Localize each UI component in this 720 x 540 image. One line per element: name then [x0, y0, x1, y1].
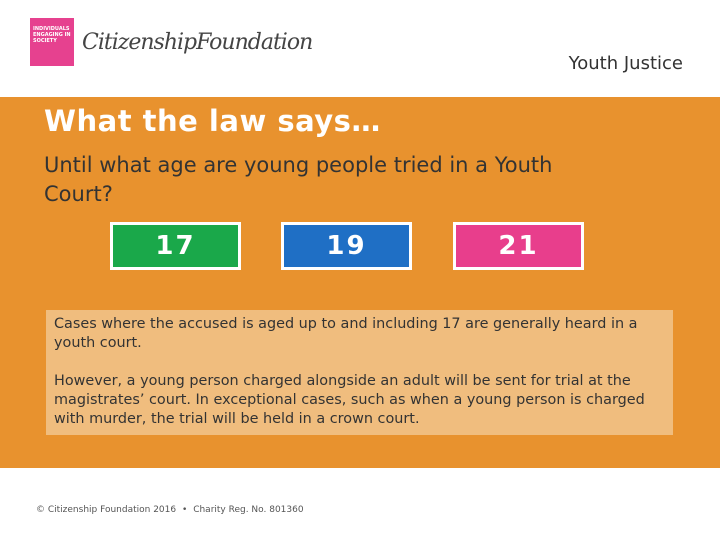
- question: Until what age are young people tried in…: [44, 153, 553, 206]
- option-box[interactable]: 21: [453, 222, 584, 270]
- logo-name: CitizenshipFoundation: [82, 30, 313, 55]
- logo-badge: INDIVIDUALS ENGAGING IN SOCIETY: [30, 18, 74, 66]
- answer-text: Cases where the accused is aged up to an…: [54, 316, 638, 351]
- slide-title: What the law says…: [44, 104, 381, 138]
- option-box[interactable]: 19: [281, 222, 412, 270]
- charity-number: Charity Reg. No. 801360: [193, 505, 304, 515]
- footer: © Citizenship Foundation 2016 • Charity …: [36, 505, 304, 515]
- answer-text: However, a young person charged alongsid…: [54, 373, 645, 427]
- separator: •: [182, 505, 188, 515]
- option-box[interactable]: 17: [110, 222, 241, 270]
- topic: Youth Justice: [568, 53, 683, 74]
- answer-box: Cases where the accused is aged up to an…: [46, 310, 673, 435]
- copyright: © Citizenship Foundation 2016: [36, 505, 177, 515]
